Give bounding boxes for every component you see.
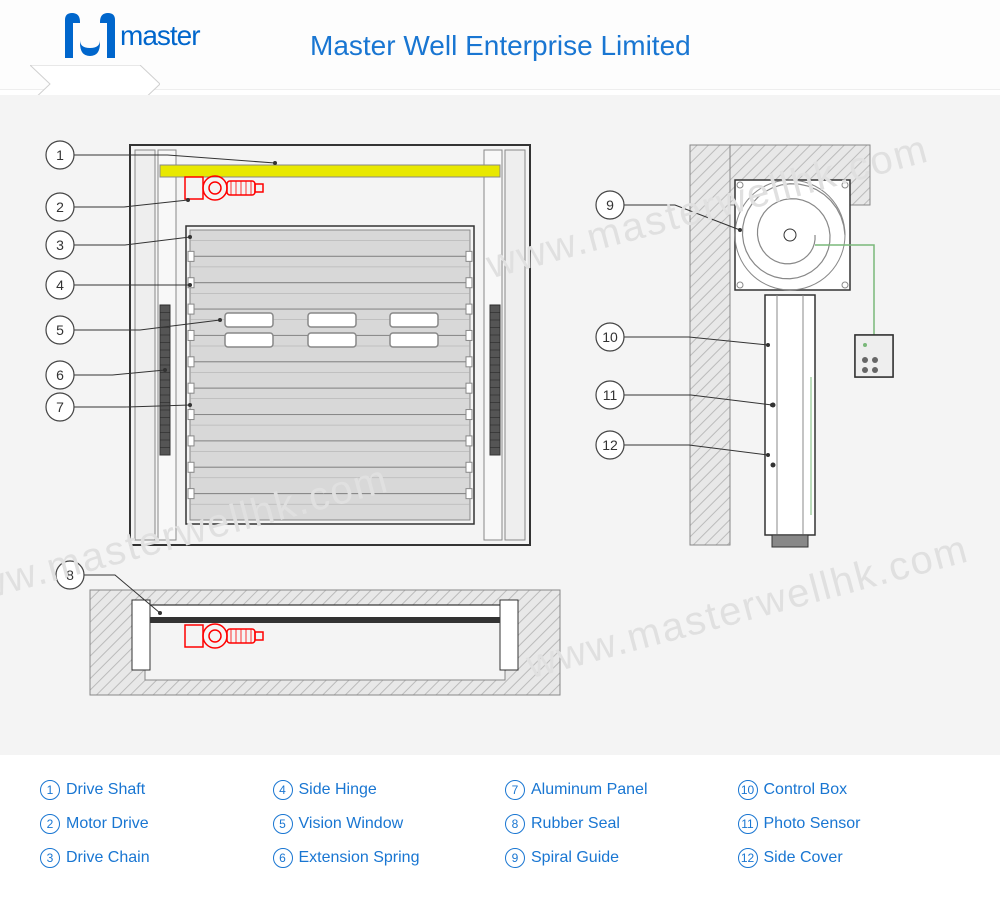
diagram-canvas: www.masterwellhk.com www.masterwellhk.co…	[0, 95, 1000, 755]
legend-label-7: Aluminum Panel	[531, 781, 648, 799]
legend-label-6: Extension Spring	[299, 849, 420, 867]
legend-item-8: 8 Rubber Seal	[505, 814, 728, 834]
technical-diagram: 123456791011128	[0, 95, 1000, 755]
legend-label-12: Side Cover	[764, 849, 843, 867]
legend-label-5: Vision Window	[299, 815, 404, 833]
legend-item-7: 7 Aluminum Panel	[505, 780, 728, 800]
logo-text: master	[120, 20, 200, 52]
legend-item-4: 4 Side Hinge	[273, 780, 496, 800]
svg-text:2: 2	[56, 199, 64, 215]
legend-item-12: 12 Side Cover	[738, 848, 961, 868]
legend-item-11: 11 Photo Sensor	[738, 814, 961, 834]
svg-text:1: 1	[56, 147, 64, 163]
legend-label-1: Drive Shaft	[66, 781, 145, 799]
legend-label-2: Motor Drive	[66, 815, 149, 833]
legend-item-6: 6 Extension Spring	[273, 848, 496, 868]
logo: master	[60, 8, 200, 63]
legend-label-11: Photo Sensor	[764, 815, 861, 833]
legend-num-2: 2	[40, 814, 60, 834]
legend-num-10: 10	[738, 780, 758, 800]
legend-num-1: 1	[40, 780, 60, 800]
legend-item-1: 1 Drive Shaft	[40, 780, 263, 800]
legend-label-3: Drive Chain	[66, 849, 150, 867]
legend-num-12: 12	[738, 848, 758, 868]
svg-text:3: 3	[56, 237, 64, 253]
page-title: Master Well Enterprise Limited	[310, 30, 691, 62]
legend-num-11: 11	[738, 814, 758, 834]
svg-text:11: 11	[603, 387, 618, 403]
header: master Master Well Enterprise Limited	[0, 0, 1000, 90]
svg-text:10: 10	[602, 329, 618, 345]
legend-label-4: Side Hinge	[299, 781, 377, 799]
legend-label-10: Control Box	[764, 781, 848, 799]
svg-text:12: 12	[602, 437, 618, 453]
legend-num-6: 6	[273, 848, 293, 868]
svg-text:5: 5	[56, 322, 64, 338]
svg-text:8: 8	[66, 567, 74, 583]
legend-item-2: 2 Motor Drive	[40, 814, 263, 834]
legend-item-10: 10 Control Box	[738, 780, 961, 800]
svg-text:4: 4	[56, 277, 64, 293]
legend-item-9: 9 Spiral Guide	[505, 848, 728, 868]
legend-label-9: Spiral Guide	[531, 849, 619, 867]
legend-num-5: 5	[273, 814, 293, 834]
legend-label-8: Rubber Seal	[531, 815, 620, 833]
legend-item-5: 5 Vision Window	[273, 814, 496, 834]
svg-text:6: 6	[56, 367, 64, 383]
svg-text:9: 9	[606, 197, 614, 213]
legend-num-3: 3	[40, 848, 60, 868]
svg-text:7: 7	[56, 399, 64, 415]
legend-num-7: 7	[505, 780, 525, 800]
legend-num-8: 8	[505, 814, 525, 834]
legend-item-3: 3 Drive Chain	[40, 848, 263, 868]
parts-legend: 1 Drive Shaft 4 Side Hinge 7 Aluminum Panel 10…	[0, 760, 1000, 888]
logo-icon	[60, 8, 120, 63]
legend-num-4: 4	[273, 780, 293, 800]
legend-num-9: 9	[505, 848, 525, 868]
